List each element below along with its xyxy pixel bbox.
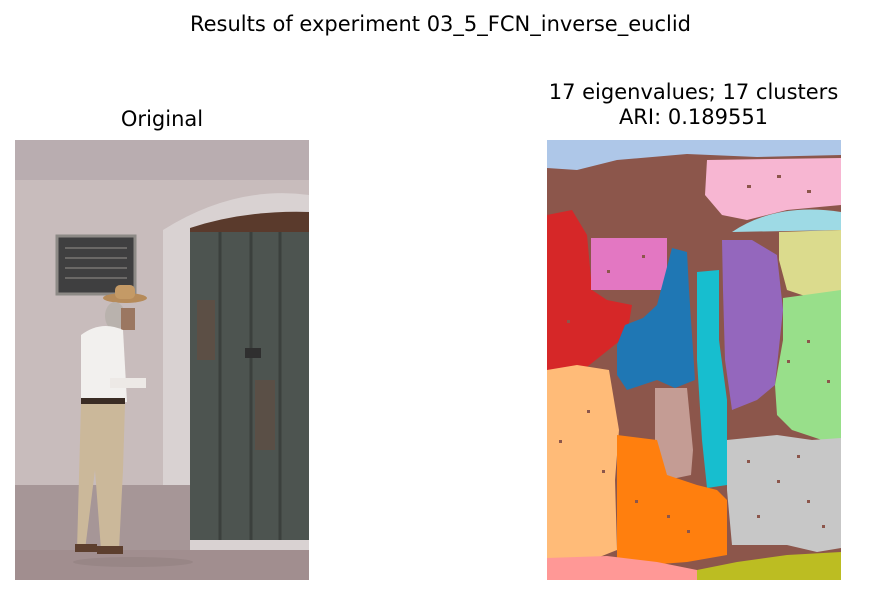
cluster-blue	[617, 248, 695, 390]
door-latch	[245, 348, 261, 358]
cluster-purple	[722, 240, 783, 410]
cluster-pink-light	[705, 158, 841, 220]
shirt	[81, 326, 127, 402]
cluster-salmon	[547, 556, 697, 580]
segmentation-panel-title: 17 eigenvalues; 17 clusters ARI: 0.18955…	[480, 80, 881, 130]
cluster-cyan	[697, 270, 727, 488]
belt	[81, 398, 125, 404]
wall-top-shade	[15, 140, 309, 180]
cluster-khaki	[779, 230, 841, 305]
wall-plaque	[55, 234, 137, 296]
cluster-cyan-light	[732, 209, 841, 232]
cluster-magenta	[591, 238, 667, 290]
original-image	[15, 140, 309, 580]
head	[105, 302, 125, 330]
cluster-orange	[617, 435, 727, 565]
segmentation-title-line2: ARI: 0.189551	[618, 105, 769, 129]
cluster-red	[547, 210, 632, 386]
cluster-olive	[697, 552, 841, 580]
segmentation-image	[547, 140, 841, 580]
trousers	[77, 404, 125, 550]
cluster-light-blue	[547, 140, 841, 170]
original-photo-svg	[15, 140, 309, 580]
cluster-tan	[655, 388, 693, 480]
cluster-green-light	[775, 290, 841, 440]
figure-title: Results of experiment 03_5_FCN_inverse_e…	[189, 12, 691, 36]
segmentation-map-svg	[547, 140, 841, 580]
man-figure	[75, 285, 147, 554]
speckle-layer	[559, 175, 830, 533]
segmentation-title-line1: 17 eigenvalues; 17 clusters	[548, 80, 839, 104]
cluster-gray-light	[727, 435, 841, 552]
original-panel-title: Original	[120, 107, 204, 131]
cluster-peach	[547, 365, 619, 558]
